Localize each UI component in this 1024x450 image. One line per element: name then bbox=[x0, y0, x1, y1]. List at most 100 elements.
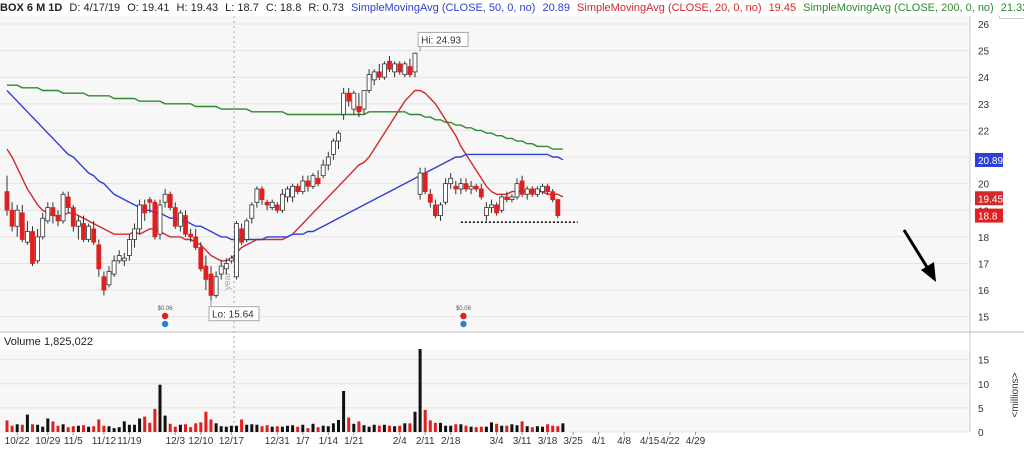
volume-bar bbox=[418, 349, 422, 432]
dividend-label: $0.06 bbox=[158, 306, 174, 312]
candle-up bbox=[213, 276, 219, 296]
candle-up bbox=[468, 185, 474, 190]
volume-bar bbox=[357, 421, 361, 432]
volume-bar bbox=[204, 411, 208, 432]
symbol-label[interactable]: BOX 6 M 1D bbox=[0, 2, 63, 14]
volume-bar bbox=[260, 426, 264, 432]
candle-down bbox=[529, 188, 535, 195]
volume-bar bbox=[484, 426, 488, 432]
candle-up bbox=[177, 212, 183, 227]
candle-up bbox=[320, 164, 326, 177]
volume-bar bbox=[428, 420, 432, 432]
candle-up bbox=[127, 239, 132, 256]
volume-tick-label: 0 bbox=[978, 428, 984, 439]
price-panel-background bbox=[0, 16, 970, 330]
x-tick-label: 12/17 bbox=[219, 436, 244, 447]
volume-bar bbox=[240, 419, 244, 432]
candle-up bbox=[228, 257, 234, 262]
candle-down bbox=[70, 207, 76, 227]
price-tick-label: 18 bbox=[978, 233, 990, 244]
volume-bar bbox=[530, 427, 534, 432]
candle-up bbox=[366, 74, 372, 91]
candle-up bbox=[341, 92, 347, 115]
high-value: H: 19.43 bbox=[176, 2, 219, 14]
candle-up bbox=[310, 175, 316, 187]
candle-up bbox=[499, 196, 505, 211]
candle-up bbox=[111, 260, 117, 275]
candle-up bbox=[116, 255, 122, 262]
volume-value: 1,825,022 bbox=[44, 336, 93, 348]
x-tick-label: 12/10 bbox=[188, 436, 213, 447]
volume-bar bbox=[189, 427, 193, 432]
candle-up bbox=[443, 183, 449, 203]
dividend-icon[interactable] bbox=[161, 312, 169, 320]
candle-down bbox=[50, 207, 56, 216]
volume-bar bbox=[255, 424, 259, 432]
volume-bar bbox=[275, 426, 279, 432]
volume-bar bbox=[270, 426, 274, 432]
candle-down bbox=[453, 185, 459, 190]
candle-down bbox=[208, 273, 214, 296]
date-value: D: 4/17/19 bbox=[69, 2, 121, 14]
candle-down bbox=[259, 188, 265, 201]
candle-up bbox=[254, 188, 260, 203]
volume-bar bbox=[143, 416, 147, 432]
candle-down bbox=[81, 223, 86, 240]
volume-tick-label: 10 bbox=[978, 380, 990, 391]
down-arrow-head bbox=[921, 262, 936, 282]
open-value: O: 19.41 bbox=[127, 2, 170, 14]
candle-up bbox=[121, 257, 127, 262]
dividend-icon[interactable] bbox=[460, 312, 467, 320]
candle-up bbox=[269, 201, 275, 208]
volume-bar bbox=[163, 415, 167, 432]
candle-down bbox=[188, 233, 194, 238]
event-info-icon[interactable] bbox=[161, 320, 169, 328]
candle-down bbox=[295, 185, 301, 193]
volume-bar bbox=[178, 424, 182, 432]
price-tick-label: 24 bbox=[978, 73, 990, 84]
volume-bar bbox=[265, 425, 269, 432]
ma200-value: 21.32 bbox=[1000, 2, 1024, 14]
ma50-label[interactable]: SimpleMovingAvg (CLOSE, 50, 0, no) bbox=[350, 2, 536, 14]
x-tick-label: 3/18 bbox=[538, 436, 558, 447]
price-badge bbox=[975, 191, 1003, 206]
volume-bar bbox=[10, 425, 14, 432]
volume-bar bbox=[235, 425, 238, 432]
volume-bar bbox=[224, 426, 228, 432]
candle-down bbox=[478, 188, 484, 198]
candle-down bbox=[55, 215, 61, 222]
volume-bar bbox=[367, 426, 371, 432]
x-tick-label: 4/8 bbox=[617, 436, 631, 447]
price-badge bbox=[975, 208, 1003, 223]
event-info-icon[interactable] bbox=[460, 320, 467, 328]
candle-down bbox=[432, 204, 438, 216]
candle-down bbox=[376, 71, 382, 78]
volume-tick-label: 5 bbox=[978, 404, 984, 415]
range-value: R: 0.73 bbox=[308, 2, 344, 14]
candle-up bbox=[438, 204, 443, 216]
candle-down bbox=[19, 212, 25, 240]
ma20-label[interactable]: SimpleMovingAvg (CLOSE, 20, 0, no) bbox=[577, 2, 762, 14]
volume-bar bbox=[347, 417, 351, 432]
volume-bar bbox=[377, 425, 381, 432]
down-arrow-shaft bbox=[902, 229, 932, 273]
volume-bar bbox=[5, 420, 9, 432]
candle-down bbox=[9, 209, 15, 227]
ma50-value: 20.89 bbox=[542, 2, 570, 14]
candle-up bbox=[448, 177, 454, 185]
candle-up bbox=[162, 193, 168, 203]
ma200-label[interactable]: SimpleMovingAvg (CLOSE, 200, 0, no) bbox=[803, 2, 994, 14]
low-annotation-label: Lo: 15.64 bbox=[212, 310, 254, 321]
volume-bar bbox=[250, 424, 254, 432]
candle-down bbox=[555, 199, 561, 216]
candle-down bbox=[305, 180, 311, 187]
volume-bar bbox=[439, 422, 442, 432]
candle-up bbox=[279, 193, 285, 211]
candle-down bbox=[101, 276, 107, 291]
candle-up bbox=[218, 265, 224, 275]
x-tick-label: 11/19 bbox=[117, 436, 142, 447]
volume-bar bbox=[245, 424, 249, 432]
volume-bar bbox=[25, 414, 29, 432]
x-tick-label: 2/4 bbox=[393, 436, 407, 447]
x-tick-label: 2/18 bbox=[441, 436, 461, 447]
